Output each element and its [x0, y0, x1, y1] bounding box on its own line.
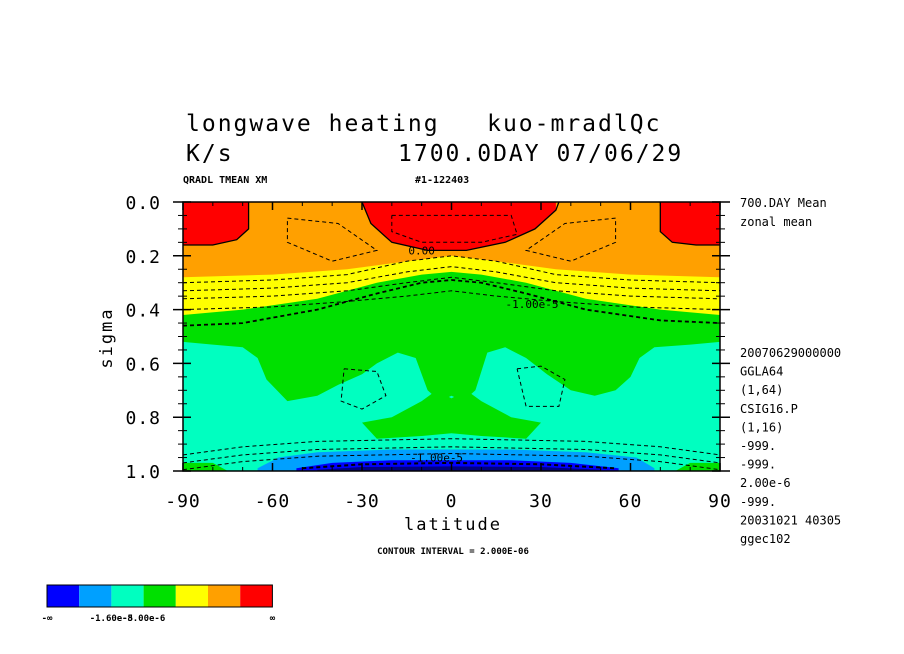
- colorbar-frame: [46, 584, 273, 608]
- contour-neg1e5-upper: [183, 279, 720, 327]
- x-tick-label: -90: [165, 491, 201, 512]
- chart-subtitle-units: K/s: [186, 141, 234, 167]
- colorbar-label: -1.60e-5: [90, 614, 133, 624]
- y-tick-label: 0.8: [125, 408, 161, 429]
- contour-label: 0.00: [408, 244, 435, 257]
- variable-line: QRADL TMEAN XM: [183, 175, 267, 186]
- right-info-line: 20070629000000: [740, 346, 841, 360]
- colorbar-label: ∞: [270, 614, 276, 624]
- contour-label: -1.00e-5: [506, 298, 559, 311]
- y-tick-label: 0.0: [125, 193, 161, 214]
- right-info-line: 2.00e-6: [740, 476, 791, 490]
- right-info-line: CSIG16.P: [740, 402, 798, 416]
- contour-surface-1: [183, 446, 720, 464]
- axes: -90 -60 -30 0 30 60 90 0.0 0.2 0.4 0.6 0.8 1.0: [125, 193, 732, 512]
- right-info-line: (1,16): [740, 420, 783, 434]
- contour-zero-right: [659, 202, 720, 246]
- right-annotation: zonal mean: [740, 215, 812, 229]
- contour-transition-1: [183, 266, 720, 292]
- region-red-right: [660, 202, 720, 245]
- contour-interval: CONTOUR INTERVAL = 2.000E-06: [377, 547, 529, 557]
- contour-aqua-right: [516, 365, 566, 407]
- region-green-equator: [362, 390, 541, 439]
- region-red-left: [183, 202, 249, 245]
- chart-title: longwave heating kuo-mradlQc: [186, 111, 661, 137]
- colorbar-swatch: [47, 585, 80, 607]
- x-axis-label: latitude: [404, 515, 502, 535]
- right-info-line: -999.: [740, 495, 776, 509]
- contour-transition-2: [183, 276, 720, 300]
- run-id: #1-122403: [415, 175, 469, 186]
- right-info-line: (1,64): [740, 383, 783, 397]
- contour-aqua-left: [340, 368, 387, 410]
- right-info-line: ggec102: [740, 532, 791, 546]
- contour-orange-left: [286, 217, 379, 262]
- x-tick-label: 0: [446, 491, 458, 512]
- y-tick-label: 0.4: [125, 301, 161, 322]
- right-info-line: 20031021 40305: [740, 513, 841, 527]
- colorbar-swatch: [111, 585, 144, 607]
- chart-subtitle-time: 1700.0DAY 07/06/29: [398, 141, 683, 167]
- x-tick-label: -60: [255, 491, 291, 512]
- colorbar-swatch: [175, 585, 208, 607]
- contour-lines: 0.00 -1.00e-5 -1.00e-5: [183, 202, 720, 471]
- x-tick-label: -30: [344, 491, 380, 512]
- contour-surface-2: [183, 452, 720, 471]
- region-green-edge-right: [675, 462, 720, 471]
- colorbar-swatch: [79, 585, 112, 607]
- x-tick-label: 30: [529, 491, 553, 512]
- x-tick-label: 90: [708, 491, 732, 512]
- contour-zero-left: [183, 202, 250, 246]
- y-axis-label: sigma: [97, 307, 117, 368]
- colorbar-swatch: [208, 585, 241, 607]
- contour-red-inner: [391, 214, 518, 243]
- region-navy: [317, 466, 601, 471]
- colorbar-label: -∞: [42, 614, 53, 624]
- right-info-line: -999.: [740, 439, 776, 453]
- contour-transition-3: [183, 290, 720, 311]
- contour-surface-0: [183, 438, 720, 456]
- right-info-line: -999.: [740, 458, 776, 472]
- x-tick-label: 60: [619, 491, 643, 512]
- colorbar-swatch: [143, 585, 176, 607]
- colorbar-swatch: [240, 585, 273, 607]
- y-tick-label: 0.6: [125, 354, 161, 375]
- right-annotations: 700.DAY Mean zonal mean 20070629000000 GGLA…: [740, 196, 841, 546]
- contour-label: -1.00e-5: [410, 452, 463, 465]
- y-tick-label: 0.2: [125, 247, 161, 268]
- contour-zero-center: [361, 202, 560, 252]
- contour-transition-0: [183, 255, 720, 284]
- right-info-line: GGLA64: [740, 365, 783, 379]
- colorbar: -∞ -1.60e-5-8.00e-6 ∞: [42, 584, 276, 624]
- right-annotation: 700.DAY Mean: [740, 196, 827, 210]
- contour-neg1e5-lower: [302, 461, 616, 470]
- colorbar-label: -8.00e-6: [122, 614, 165, 624]
- y-tick-label: 1.0: [125, 462, 161, 483]
- contour-orange-right: [524, 217, 617, 262]
